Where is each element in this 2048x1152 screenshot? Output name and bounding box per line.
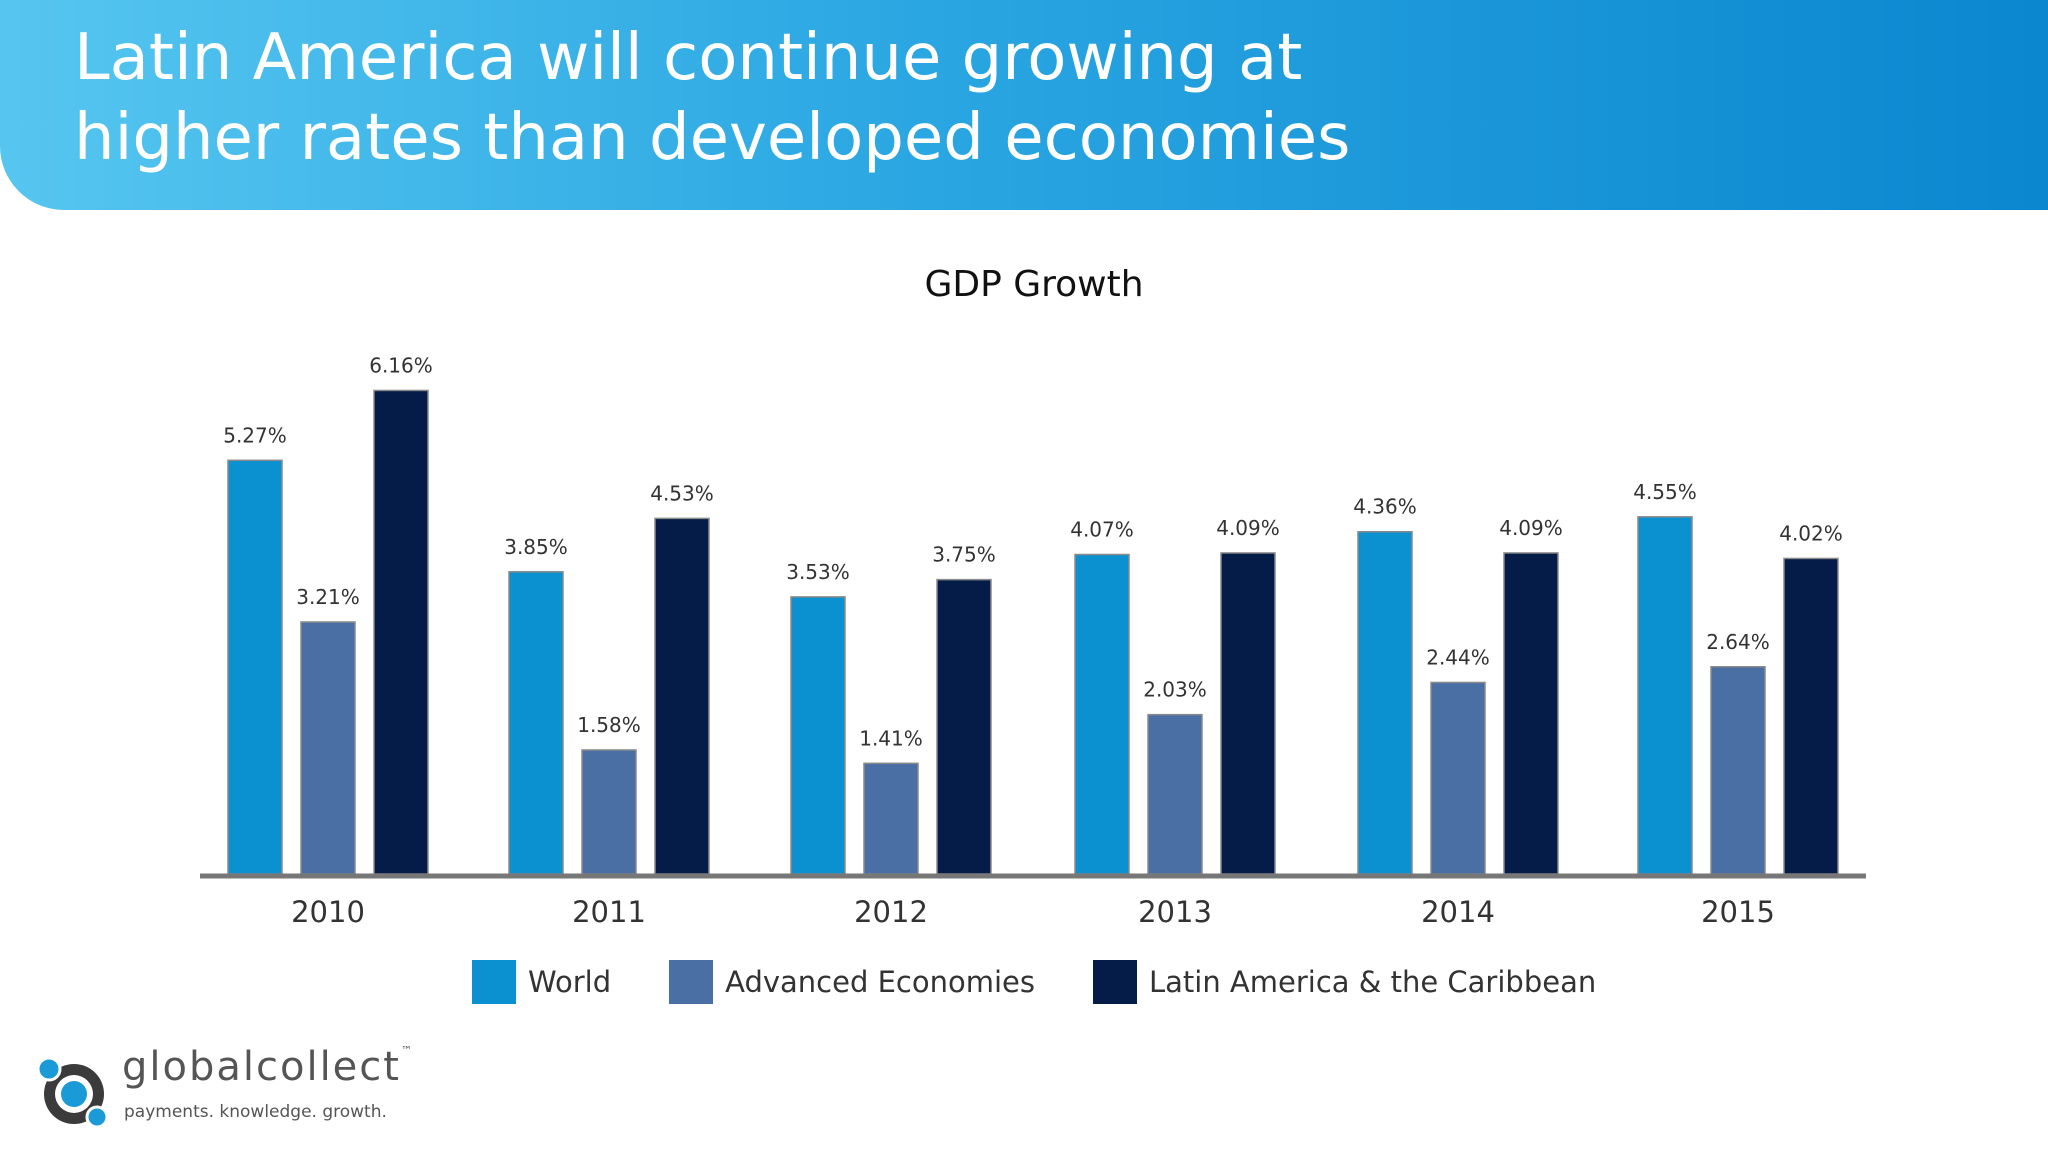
bar-latin-america-the-caribbean-2013 — [1220, 552, 1276, 875]
bar-latin-america-the-caribbean-2015 — [1783, 557, 1839, 875]
legend-item-world: World — [472, 960, 611, 1004]
legend-swatch-latin-america — [1092, 960, 1137, 1004]
bars-layer: 5.27% 3.21% 6.16% 3.85% 1.58% 4.53% 3.53% 1.41%… — [223, 353, 1843, 875]
chart-title: GDP Growth — [924, 264, 1143, 305]
x-tick-label-2010: 2010 — [291, 895, 365, 929]
bar-latin-america-the-caribbean-2010 — [373, 389, 429, 875]
bar-world-2015 — [1637, 516, 1693, 875]
data-label-advanced-economies-2015: 2.64% — [1706, 630, 1770, 654]
x-tick-label-2011: 2011 — [572, 895, 646, 929]
bar-advanced-economies-2014 — [1430, 681, 1486, 875]
bar-world-2014 — [1357, 530, 1413, 875]
chart-legend: World Advanced Economies Latin America &… — [472, 960, 1654, 1004]
logo-tagline: payments. knowledge. growth. — [124, 1102, 387, 1122]
data-label-latin-america-the-caribbean-2010: 6.16% — [369, 353, 433, 377]
legend-swatch-world — [472, 960, 516, 1004]
bar-advanced-economies-2011 — [581, 749, 637, 875]
bar-latin-america-the-caribbean-2014 — [1503, 552, 1559, 875]
data-label-world-2013: 4.07% — [1070, 518, 1134, 542]
bar-latin-america-the-caribbean-2011 — [654, 517, 710, 875]
legend-item-advanced-economies: Advanced Economies — [669, 960, 1035, 1004]
data-label-latin-america-the-caribbean-2015: 4.02% — [1779, 521, 1843, 545]
x-tick-label-2012: 2012 — [854, 895, 928, 929]
data-label-latin-america-the-caribbean-2012: 3.75% — [932, 543, 996, 567]
logo-trademark: ™ — [400, 1044, 414, 1057]
logo-name-text: globalcollect — [122, 1044, 401, 1090]
legend-label-advanced-economies: Advanced Economies — [725, 965, 1035, 999]
legend-item-latin-america: Latin America & the Caribbean — [1092, 960, 1597, 1004]
slide-title-line-2: higher rates than developed economies — [74, 101, 1351, 175]
data-label-latin-america-the-caribbean-2014: 4.09% — [1499, 516, 1563, 540]
globalcollect-logo: globalcollect™ payments. knowledge. grow… — [34, 1044, 454, 1142]
data-label-latin-america-the-caribbean-2011: 4.53% — [650, 481, 714, 505]
legend-label-latin-america: Latin America & the Caribbean — [1148, 965, 1597, 999]
bar-world-2011 — [508, 571, 564, 875]
bar-advanced-economies-2010 — [300, 621, 356, 875]
x-tick-label-2014: 2014 — [1421, 895, 1495, 929]
data-label-advanced-economies-2011: 1.58% — [577, 713, 641, 737]
bar-world-2010 — [227, 459, 283, 875]
logo-mark-icon — [36, 1056, 109, 1129]
x-tick-label-2013: 2013 — [1138, 895, 1212, 929]
x-tick-label-2015: 2015 — [1701, 895, 1775, 929]
legend-swatch-advanced-economies — [669, 960, 714, 1004]
bar-latin-america-the-caribbean-2012 — [936, 578, 992, 875]
bar-advanced-economies-2013 — [1147, 713, 1203, 875]
slide-title-line-1: Latin America will continue growing at — [74, 21, 1303, 95]
bar-advanced-economies-2012 — [863, 762, 919, 875]
legend-label-world: World — [528, 965, 612, 999]
data-label-world-2014: 4.36% — [1353, 495, 1417, 519]
logo-wordmark: globalcollect™ — [122, 1044, 414, 1090]
data-label-advanced-economies-2013: 2.03% — [1143, 678, 1207, 702]
data-label-advanced-economies-2010: 3.21% — [296, 585, 360, 609]
data-label-world-2015: 4.55% — [1633, 480, 1697, 504]
bar-world-2013 — [1074, 553, 1130, 875]
data-label-world-2011: 3.85% — [504, 535, 568, 559]
data-label-world-2010: 5.27% — [223, 423, 287, 447]
header-banner: Latin America will continue growing at h… — [0, 0, 2048, 210]
data-label-advanced-economies-2012: 1.41% — [859, 726, 923, 750]
data-label-latin-america-the-caribbean-2013: 4.09% — [1216, 516, 1280, 540]
bar-advanced-economies-2015 — [1710, 666, 1766, 875]
data-label-advanced-economies-2014: 2.44% — [1426, 645, 1490, 669]
bar-world-2012 — [790, 596, 846, 875]
data-label-world-2012: 3.53% — [786, 560, 850, 584]
x-tick-labels: 2010 2011 2012 2013 2014 2015 — [291, 895, 1775, 929]
